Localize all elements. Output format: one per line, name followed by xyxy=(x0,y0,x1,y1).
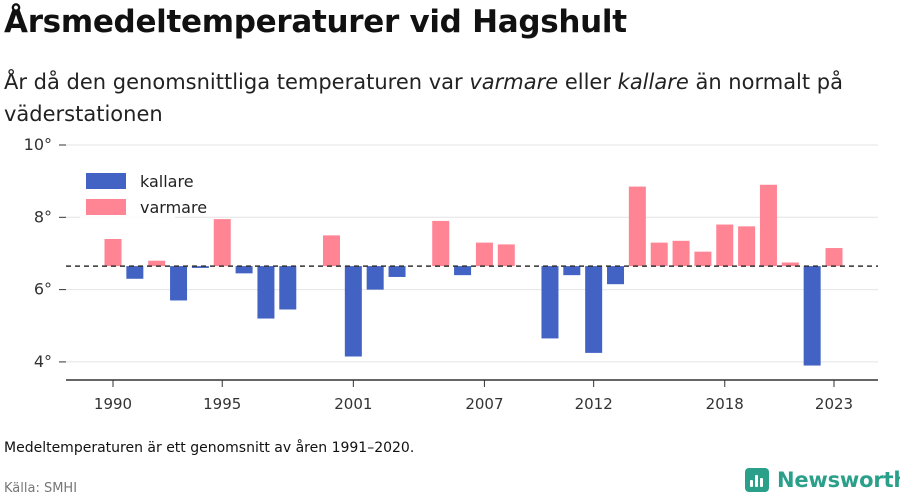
bar-2003 xyxy=(388,266,406,277)
x-tick-label: 2018 xyxy=(706,395,744,413)
footnote: Medeltemperaturen är ett genomsnitt av å… xyxy=(4,440,415,456)
y-tick-label: 6° xyxy=(34,280,52,299)
y-tick-label: 8° xyxy=(34,207,52,226)
subtitle-warmer-word: varmare xyxy=(469,70,559,94)
newsworthy-logo-icon xyxy=(745,468,769,492)
chart-title: Årsmedeltemperaturer vid Hagshult xyxy=(4,4,627,40)
y-tick-label: 4° xyxy=(34,352,52,371)
bar-1996 xyxy=(235,266,253,274)
bar-1993 xyxy=(170,266,188,301)
legend-swatch-kallare xyxy=(86,173,126,189)
source-credit: Källa: SMHI xyxy=(4,481,78,496)
bar-2015 xyxy=(650,242,668,267)
subtitle-part-1: År då den genomsnittliga temperaturen va… xyxy=(4,70,470,94)
bar-2013 xyxy=(607,266,625,285)
bar-2006 xyxy=(454,266,472,276)
bar-2018 xyxy=(716,224,734,267)
bar-2019 xyxy=(738,226,756,267)
bar-1990 xyxy=(104,239,122,267)
x-tick-label: 1995 xyxy=(203,395,241,413)
bar-2020 xyxy=(759,184,777,267)
legend-swatch-varmare xyxy=(86,199,126,215)
bar-2007 xyxy=(475,242,493,267)
chart-subtitle: År då den genomsnittliga temperaturen va… xyxy=(4,66,884,130)
bar-2001 xyxy=(344,266,362,357)
x-tick-label: 2023 xyxy=(815,395,853,413)
x-tick-label: 1990 xyxy=(94,395,132,413)
legend: kallare varmare xyxy=(80,158,207,224)
bar-2008 xyxy=(497,244,515,267)
grid-lines xyxy=(66,144,878,363)
bar-2014 xyxy=(628,186,646,267)
bars xyxy=(104,184,843,366)
legend-label-varmare: varmare xyxy=(140,198,207,217)
subtitle-colder-word: kallare xyxy=(617,70,689,94)
bar-1995 xyxy=(213,219,231,267)
subtitle-part-2: eller xyxy=(558,70,618,94)
y-axis-ticks: 4° 6° 8° 10° xyxy=(24,135,66,371)
bar-2012 xyxy=(585,266,603,353)
brand-name: Newsworthy xyxy=(777,468,900,492)
bar-1997 xyxy=(257,266,275,319)
bar-1994 xyxy=(191,266,209,268)
brand-logo: Newsworthy xyxy=(745,468,900,492)
bar-1992 xyxy=(148,260,166,267)
y-tick-label: 10° xyxy=(24,135,52,154)
bar-2010 xyxy=(541,266,559,339)
bar-2011 xyxy=(563,266,581,276)
legend-label-kallare: kallare xyxy=(140,172,194,191)
bar-2023 xyxy=(825,248,843,267)
bar-2017 xyxy=(694,251,712,267)
bar-2021 xyxy=(781,262,799,267)
bar-2000 xyxy=(322,235,340,267)
subtitle-part-3: än normalt på väderstationen xyxy=(4,70,843,126)
x-tick-label: 2012 xyxy=(575,395,613,413)
x-tick-label: 2007 xyxy=(465,395,503,413)
bar-1991 xyxy=(126,266,144,279)
bar-2016 xyxy=(672,240,690,267)
bar-2022 xyxy=(803,266,821,366)
bar-2005 xyxy=(432,220,450,267)
x-tick-label: 2001 xyxy=(334,395,372,413)
x-axis-ticks: 1990 1995 2001 2007 2012 2018 2023 xyxy=(94,380,853,413)
bar-2002 xyxy=(366,266,384,290)
bar-1998 xyxy=(279,266,297,310)
